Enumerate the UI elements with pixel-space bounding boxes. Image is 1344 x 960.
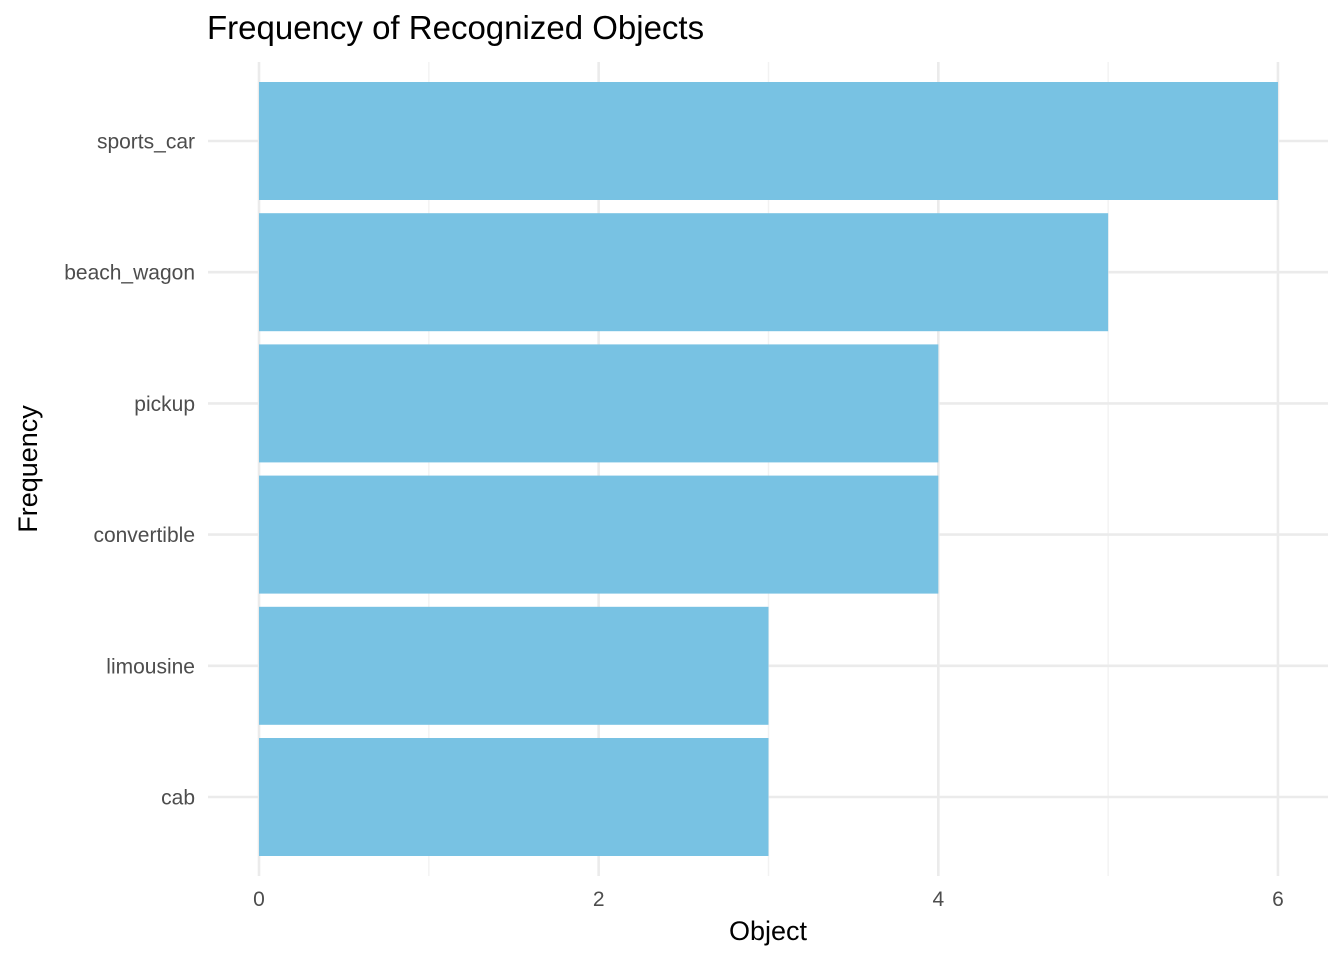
x-tick-label: 2 — [593, 888, 605, 911]
x-axis-tick-labels: 0 2 4 6 — [253, 888, 1284, 911]
y-tick-label: sports_car — [97, 131, 195, 154]
bar-pickup — [259, 344, 939, 463]
bar-convertible — [259, 475, 939, 594]
y-tick-label: limousine — [106, 655, 195, 678]
y-tick-label: cab — [161, 787, 195, 810]
x-tick-label: 0 — [253, 888, 265, 911]
y-axis-title: Frequency — [13, 405, 43, 533]
y-tick-label: convertible — [93, 524, 195, 547]
y-tick-label: beach_wagon — [64, 262, 195, 285]
y-tick-label: pickup — [134, 393, 195, 416]
x-axis-title: Object — [729, 916, 808, 946]
bar-limousine — [259, 606, 769, 725]
x-tick-label: 4 — [932, 888, 944, 911]
bar-cab — [259, 738, 769, 856]
x-tick-label: 6 — [1272, 888, 1284, 911]
bar-beach-wagon — [259, 213, 1109, 332]
chart-title: Frequency of Recognized Objects — [207, 9, 704, 46]
bars — [259, 82, 1278, 856]
bar-sports-car — [259, 82, 1278, 200]
